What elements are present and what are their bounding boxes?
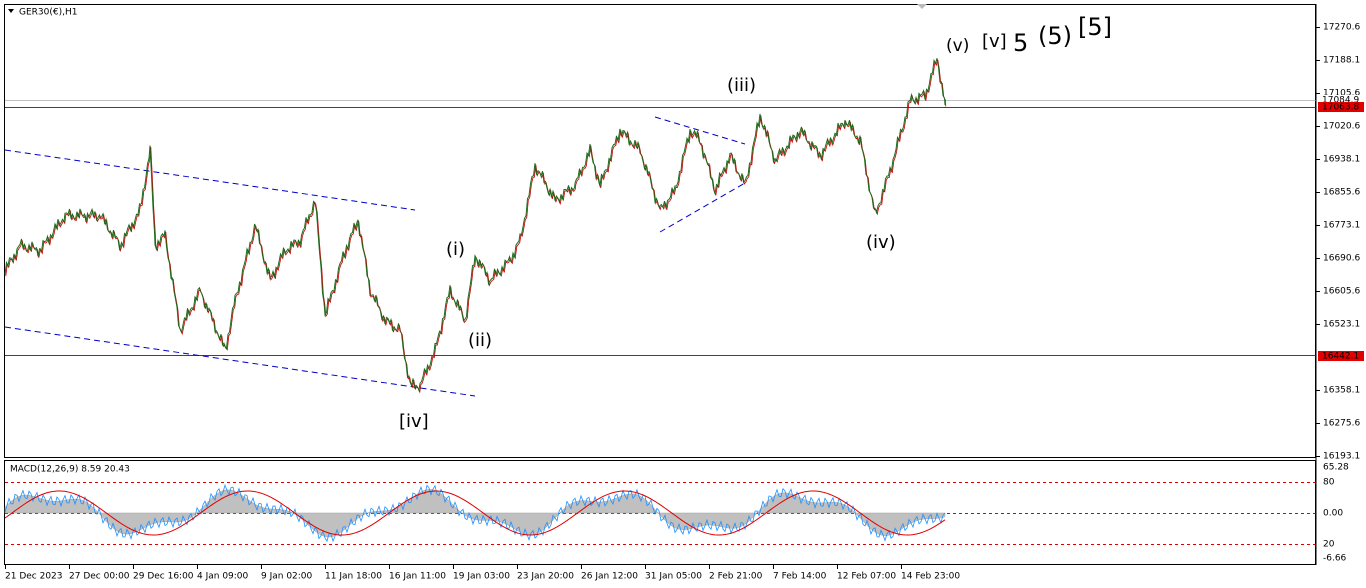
price-label: 17020.6 [1323, 122, 1360, 132]
time-label: 14 Feb 23:00 [901, 572, 960, 582]
time-label: 29 Dec 16:00 [133, 572, 194, 582]
price-label: 16358.1 [1323, 386, 1360, 396]
price-marker-label: 16442.1 [1322, 352, 1359, 362]
price-label: 16275.6 [1323, 419, 1360, 429]
price-marker [1318, 95, 1364, 105]
trend-line [654, 116, 746, 145]
indicator-axis-label: 80 [1323, 478, 1335, 488]
price-line [5, 59, 947, 394]
price-label: 16523.1 [1323, 320, 1360, 330]
wave-label: (v) [946, 36, 969, 56]
menu-arrow[interactable] [8, 9, 14, 13]
time-label: 23 Jan 20:00 [517, 572, 574, 582]
time-label: 19 Jan 03:00 [453, 572, 510, 582]
time-label: 31 Jan 05:00 [645, 572, 702, 582]
indicator-label: MACD(12,26,9) 8.59 20.43 [10, 465, 130, 475]
wave-label: [5] [1078, 13, 1112, 41]
shift-marker [917, 4, 927, 9]
indicator-axis-label: 65.28 [1323, 463, 1349, 473]
time-label: 16 Jan 11:00 [389, 572, 446, 582]
price-label: 17270.6 [1323, 23, 1360, 33]
indicator-axis-label: 20 [1323, 540, 1335, 550]
time-label: 4 Jan 09:00 [197, 572, 249, 582]
trend-line [4, 326, 476, 397]
time-label: 12 Feb 07:00 [837, 572, 896, 582]
macd-line [4, 483, 946, 543]
time-label: 2 Feb 21:00 [709, 572, 763, 582]
time-label: 21 Dec 2023 [5, 572, 63, 582]
trend-line [659, 182, 746, 233]
wave-label: (5) [1038, 22, 1072, 50]
price-label: 16193.1 [1323, 452, 1360, 462]
time-label: 27 Dec 00:00 [69, 572, 130, 582]
wave-label: (i) [446, 239, 465, 260]
price-label: 17105.6 [1323, 89, 1360, 99]
wave-label: [iv] [399, 411, 429, 432]
wave-label: (iii) [727, 75, 756, 96]
indicator-axis-label: -6.66 [1323, 554, 1347, 564]
time-label: 11 Jan 18:00 [325, 572, 382, 582]
wave-label: [v] [982, 31, 1007, 52]
price-label: 16855.6 [1323, 188, 1360, 198]
wave-label: (iv) [866, 232, 896, 253]
indicator-axis-label: 0.00 [1323, 509, 1343, 519]
price-marker [1318, 351, 1364, 361]
price-label: 16773.1 [1323, 221, 1360, 231]
price-marker-label: 17063.8 [1322, 103, 1359, 113]
wave-label: (ii) [468, 330, 492, 351]
wave-label: 5 [1013, 29, 1028, 57]
chart-title: GER30(€),H1 [19, 8, 77, 18]
signal-line [4, 490, 946, 536]
time-label: 9 Jan 02:00 [261, 572, 313, 582]
price-label: 17188.1 [1323, 56, 1360, 66]
time-label: 7 Feb 14:00 [773, 572, 827, 582]
price-marker [1318, 102, 1364, 112]
price-label: 16938.1 [1323, 155, 1360, 165]
price-marker-label: 17084.9 [1322, 96, 1359, 106]
price-label: 16690.6 [1323, 254, 1360, 264]
time-label: 26 Jan 12:00 [581, 572, 638, 582]
price-line [4, 58, 946, 393]
price-label: 16605.6 [1323, 287, 1360, 297]
trend-line [4, 149, 416, 211]
